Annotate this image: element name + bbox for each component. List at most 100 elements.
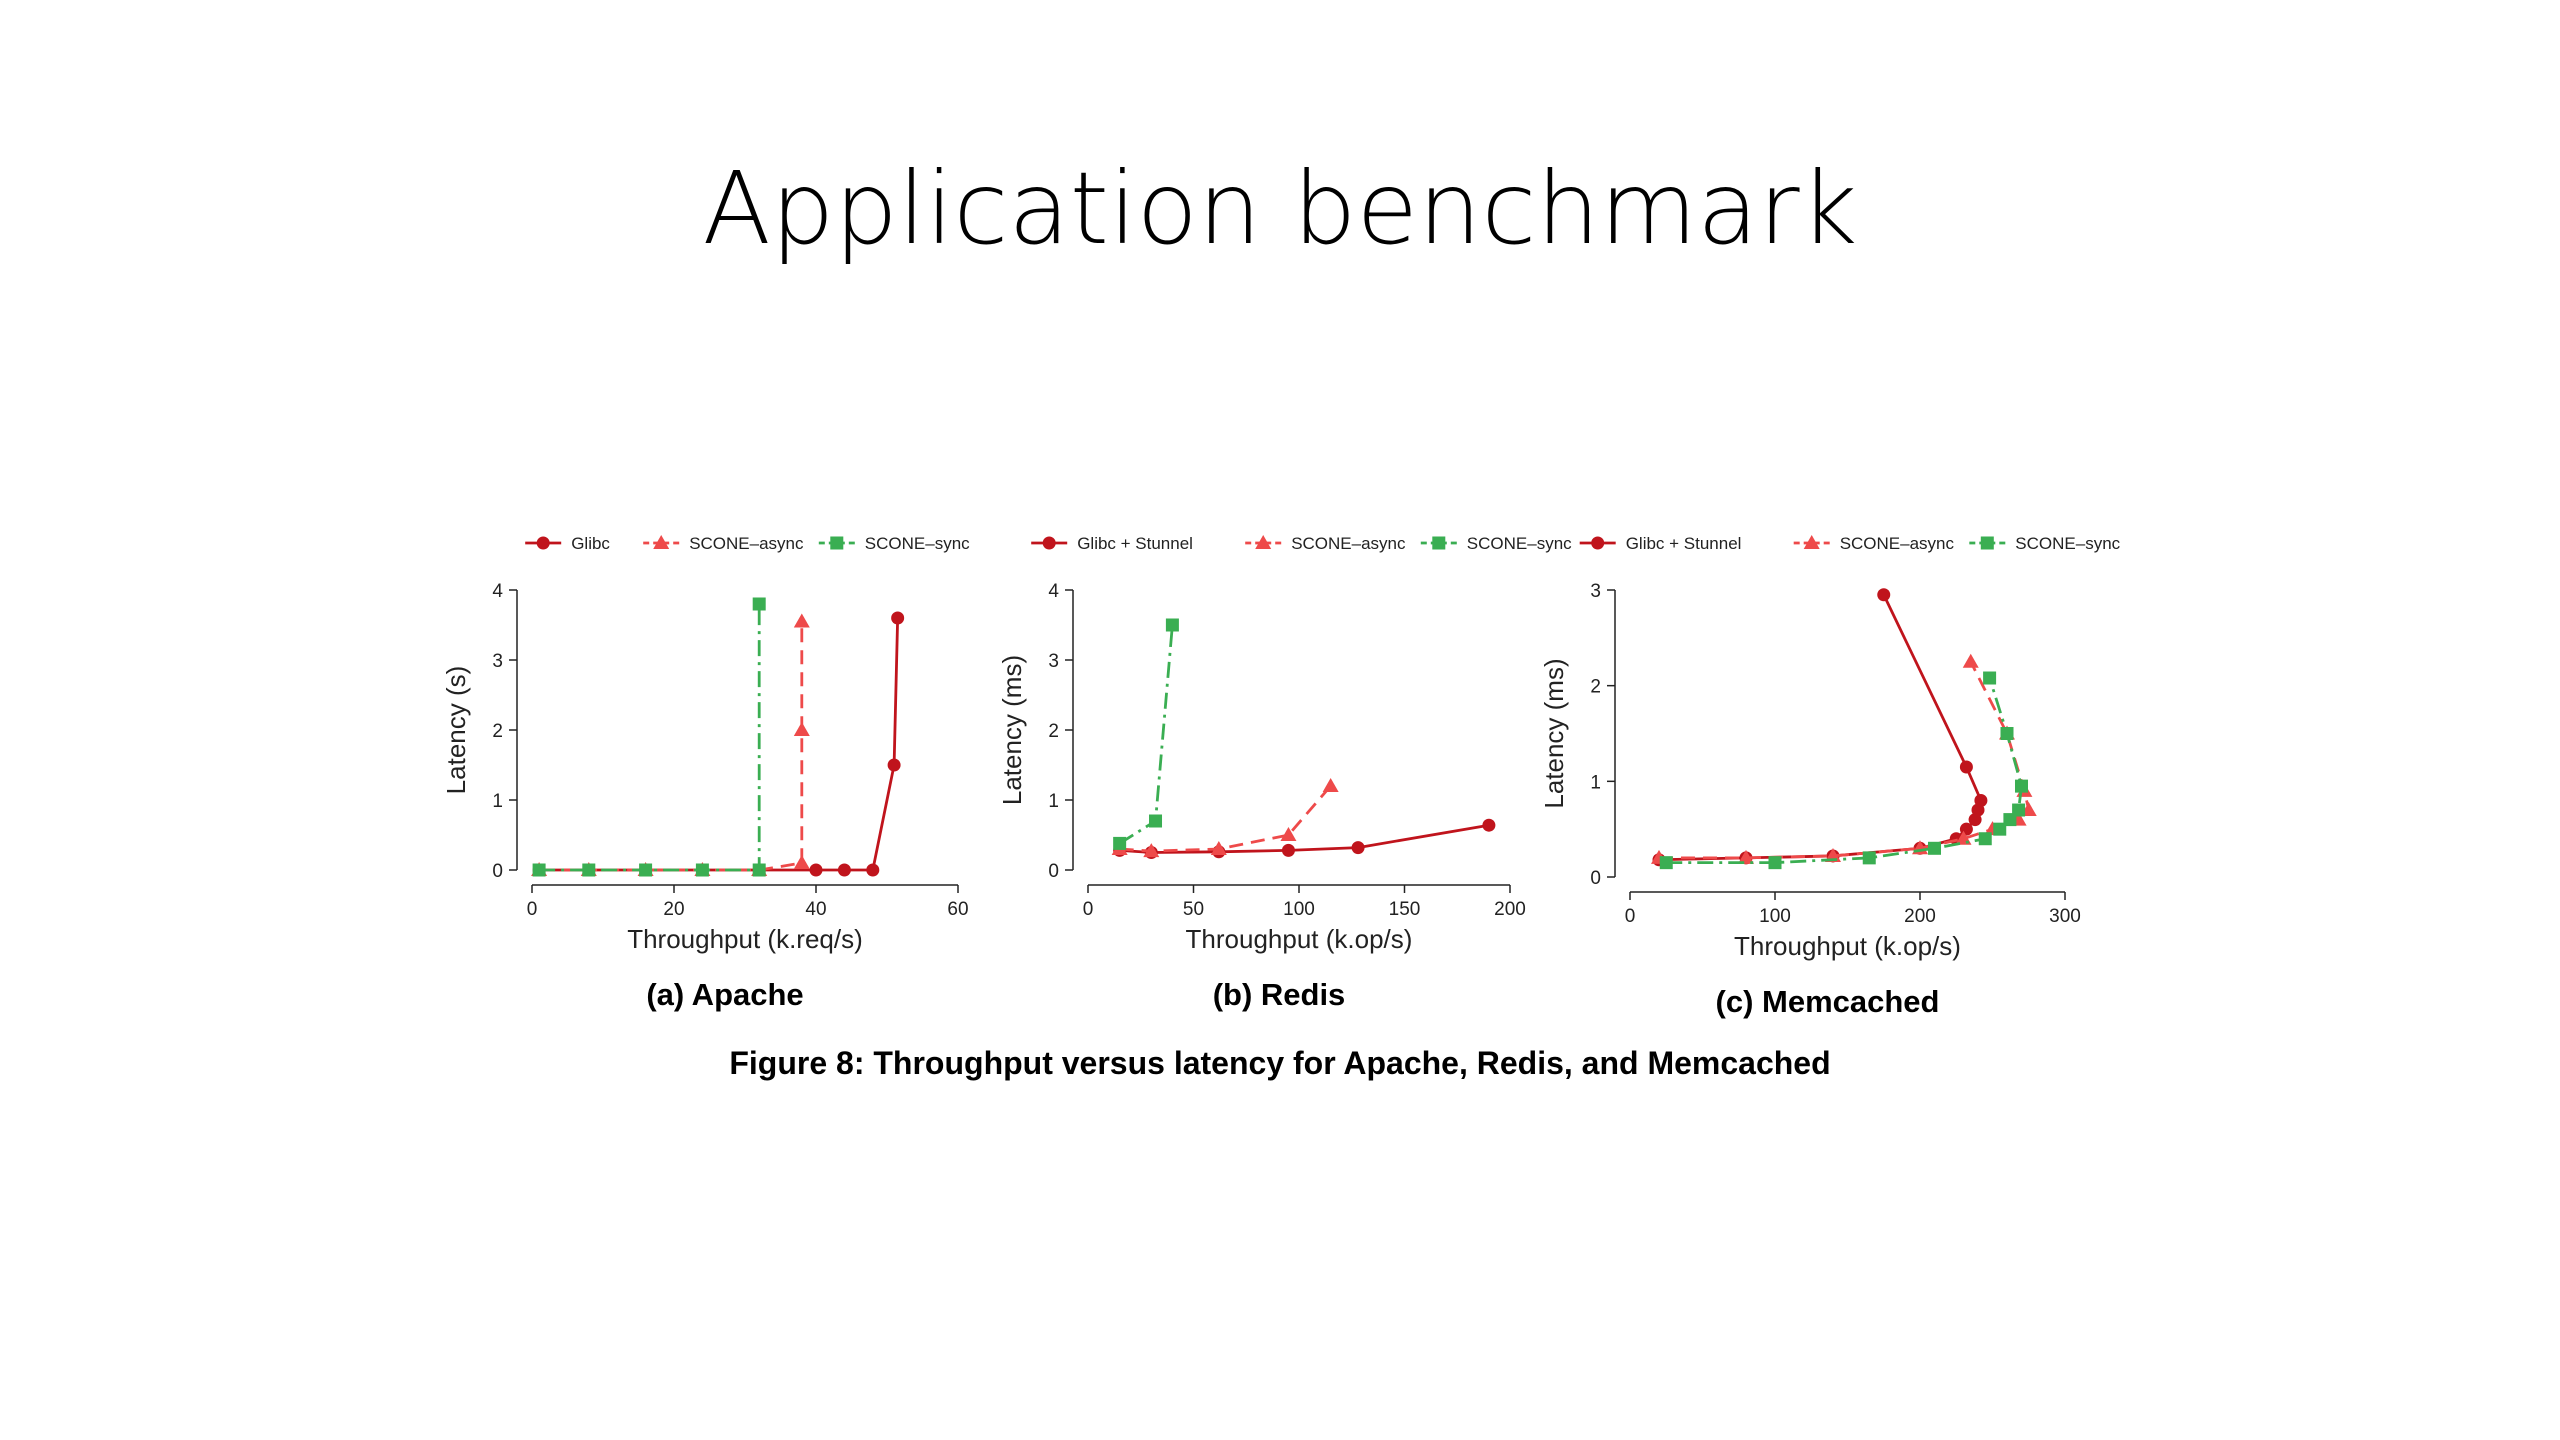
chart-1: 0 20 40 60 0 1 2 3 4 Throughput (k.req/s) Latency …: [441, 534, 970, 1012]
x-tick-label: 60: [947, 899, 968, 920]
data-point: [891, 611, 905, 625]
data-point: [2000, 727, 2014, 740]
data-point: [1928, 841, 1941, 855]
series-3: [1113, 618, 1179, 850]
data-point: [1962, 653, 1979, 668]
data-point: [1974, 793, 1988, 807]
legend: Glibc + Stunnel SCONE–async SCONE–sync: [1031, 534, 1572, 553]
x-tick-label: 100: [1283, 899, 1315, 920]
data-point: [1993, 822, 2007, 836]
legend: Glibc SCONE–async SCONE–sync: [525, 534, 970, 553]
series-1: [1113, 818, 1496, 859]
figure-caption: Figure 8: Throughput versus latency for …: [729, 1045, 1831, 1081]
data-point: [1862, 851, 1876, 865]
legend-label: SCONE–sync: [2015, 534, 2120, 553]
data-point: [2012, 803, 2026, 817]
data-point: [1983, 671, 1997, 685]
legend-label: SCONE–async: [1291, 534, 1406, 553]
x-tick-label: 100: [1759, 906, 1791, 927]
y-tick-label: 4: [1048, 581, 1059, 602]
y-tick-label: 2: [492, 721, 503, 742]
y-tick-label: 4: [492, 581, 503, 602]
data-point: [1959, 760, 1973, 774]
chart-subtitle: (b) Redis: [1213, 977, 1346, 1012]
data-point: [752, 863, 766, 877]
legend-marker: [1432, 536, 1446, 550]
chart-2: 0 50 100 150 200 0 1 2 3 4 Throughput (k.op/s) Late…: [997, 534, 1572, 1012]
data-point: [1482, 818, 1496, 832]
data-point: [1322, 778, 1339, 792]
y-tick-label: 3: [1590, 581, 1601, 602]
legend-label: Glibc + Stunnel: [1077, 534, 1193, 553]
data-point: [1738, 849, 1754, 864]
series-2: [1111, 778, 1339, 858]
y-axis-label: Latency (s): [441, 666, 471, 795]
y-tick-label: 1: [1590, 772, 1601, 793]
chart-subtitle: (a) Apache: [646, 977, 803, 1012]
x-tick-label: 50: [1183, 899, 1204, 920]
x-axis-label: Throughput (k.op/s): [1186, 924, 1413, 954]
legend-label: SCONE–sync: [865, 534, 970, 553]
y-tick-label: 1: [492, 791, 503, 812]
x-tick-label: 200: [1494, 899, 1526, 920]
legend: Glibc + Stunnel SCONE–async SCONE–sync: [1579, 534, 2121, 553]
data-point: [887, 758, 901, 772]
series-3: [532, 597, 766, 877]
data-point: [2015, 779, 2028, 793]
legend-marker: [653, 535, 670, 549]
legend-marker: [1803, 535, 1820, 549]
x-tick-label: 0: [1625, 906, 1636, 927]
series-2: [531, 613, 810, 876]
data-point: [752, 597, 766, 611]
legend-label: SCONE–sync: [1467, 534, 1572, 553]
data-point: [793, 722, 810, 736]
data-point: [1877, 588, 1891, 602]
chart-3: 0 100 200 300 0 1 2 3 Throughput (k.op/s) Latency…: [1539, 534, 2121, 1019]
data-point: [1280, 827, 1297, 841]
series-line: [1666, 677, 2023, 865]
legend-marker: [1255, 535, 1272, 549]
x-tick-label: 0: [527, 899, 538, 920]
legend-label: Glibc + Stunnel: [1626, 534, 1742, 553]
data-point: [809, 863, 823, 877]
series-line: [1118, 624, 1174, 845]
data-point: [1351, 841, 1365, 855]
data-point: [793, 855, 810, 869]
data-point: [1113, 836, 1127, 850]
x-axis-label: Throughput (k.req/s): [627, 924, 863, 954]
y-tick-label: 0: [1048, 861, 1059, 882]
x-tick-label: 150: [1389, 899, 1421, 920]
x-tick-label: 20: [663, 899, 684, 920]
data-point: [1149, 814, 1163, 828]
x-tick-label: 0: [1083, 899, 1094, 920]
series-line: [539, 617, 900, 872]
y-tick-label: 0: [1590, 868, 1601, 889]
series-line: [539, 604, 761, 872]
series-line: [539, 621, 804, 872]
data-point: [793, 613, 810, 628]
data-point: [1143, 843, 1160, 858]
y-tick-label: 2: [1590, 677, 1601, 698]
legend-marker: [830, 536, 844, 550]
data-point: [1978, 832, 1992, 846]
data-point: [1768, 856, 1782, 870]
y-axis-label: Latency (ms): [1539, 658, 1569, 808]
data-point: [1281, 843, 1295, 857]
legend-marker: [1042, 536, 1056, 550]
y-tick-label: 2: [1048, 721, 1059, 742]
data-point: [1165, 618, 1179, 632]
x-tick-label: 200: [1904, 906, 1936, 927]
x-tick-label: 300: [2049, 906, 2081, 927]
series-1: [532, 611, 905, 877]
series-3: [1659, 671, 2028, 870]
series-1: [1652, 588, 1988, 867]
y-axis-label: Latency (ms): [997, 655, 1027, 805]
y-tick-label: 3: [492, 651, 503, 672]
data-point: [532, 863, 546, 877]
series-line: [1119, 823, 1490, 854]
y-tick-label: 3: [1048, 651, 1059, 672]
chart-subtitle: (c) Memcached: [1716, 984, 1940, 1019]
legend-marker: [536, 536, 550, 550]
data-point: [1210, 841, 1227, 855]
data-point: [866, 863, 880, 877]
